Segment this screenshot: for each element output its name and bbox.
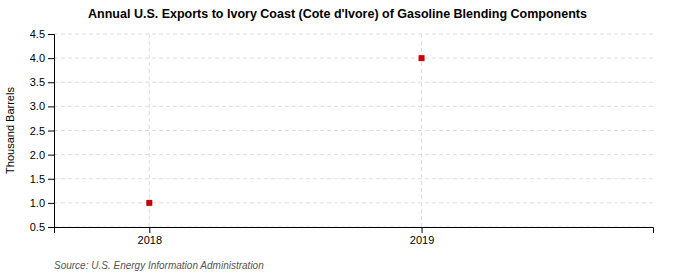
grid-line bbox=[54, 82, 653, 83]
tick-mark bbox=[48, 203, 54, 204]
tick-label: 2019 bbox=[410, 234, 434, 246]
tick-label: 4.0 bbox=[30, 52, 45, 64]
tick: 2019 bbox=[410, 227, 434, 246]
tick-label: 3.5 bbox=[30, 76, 45, 88]
tick: 4.0 bbox=[30, 52, 54, 64]
grid-line bbox=[54, 178, 653, 179]
tick-label: 0.5 bbox=[30, 221, 45, 233]
tick: 2.0 bbox=[30, 149, 54, 161]
source: Source: U.S. Energy Information Administ… bbox=[54, 260, 264, 271]
marks bbox=[146, 55, 424, 206]
grid-line bbox=[149, 34, 150, 227]
grid-line bbox=[421, 34, 422, 227]
point bbox=[146, 200, 152, 206]
axis-line bbox=[55, 228, 654, 234]
tick: 1.5 bbox=[30, 173, 54, 185]
grid-line bbox=[54, 130, 653, 131]
tick-mark bbox=[48, 106, 54, 107]
x-axis: 2018 2019 bbox=[55, 227, 654, 246]
tick-mark bbox=[48, 179, 54, 180]
point bbox=[419, 55, 425, 61]
tick-mark bbox=[422, 227, 423, 233]
tick: 3.5 bbox=[30, 76, 54, 88]
tick-mark bbox=[48, 131, 54, 132]
tick-label: 3.0 bbox=[30, 100, 45, 112]
tick: 2018 bbox=[138, 227, 162, 246]
grid bbox=[54, 34, 653, 227]
tick-mark bbox=[48, 82, 54, 83]
y-axis-title: Thousand Barrels bbox=[4, 87, 16, 174]
tick-label: 1.5 bbox=[30, 173, 45, 185]
y-axis: 0.5 1.0 1.5 2.0 2.5 3.0 3.5 4.0 4.5 bbox=[30, 28, 55, 233]
tick: 2.5 bbox=[30, 125, 54, 137]
tick-label: 4.5 bbox=[30, 28, 45, 40]
tick: 4.5 bbox=[30, 28, 54, 40]
grid-line bbox=[54, 58, 653, 59]
tick-label: 2.0 bbox=[30, 149, 45, 161]
tick-mark bbox=[48, 58, 54, 59]
tick-mark bbox=[48, 34, 54, 35]
plot: 2018 2019 0.5 1.0 1.5 2.0 2.5 3.0 3.5 4.0 4.5 bbox=[30, 28, 654, 246]
tick-mark bbox=[48, 227, 54, 228]
tick-label: 2018 bbox=[138, 234, 162, 246]
tick: 1.0 bbox=[30, 197, 54, 209]
grid-line bbox=[54, 202, 653, 203]
tick-mark bbox=[149, 227, 150, 233]
tick-label: 2.5 bbox=[30, 125, 45, 137]
tick-mark bbox=[48, 155, 54, 156]
grid-line bbox=[54, 154, 653, 155]
title: Annual U.S. Exports to Ivory Coast (Cote… bbox=[88, 7, 587, 21]
axis-line bbox=[48, 35, 55, 228]
tick: 0.5 bbox=[30, 221, 54, 233]
chart: 2018 2019 0.5 1.0 1.5 2.0 2.5 3.0 3.5 4.0 4.5 Annua… bbox=[0, 0, 675, 275]
tick: 3.0 bbox=[30, 100, 54, 112]
grid-line bbox=[54, 34, 653, 35]
grid-line bbox=[54, 106, 653, 107]
tick-label: 1.0 bbox=[30, 197, 45, 209]
